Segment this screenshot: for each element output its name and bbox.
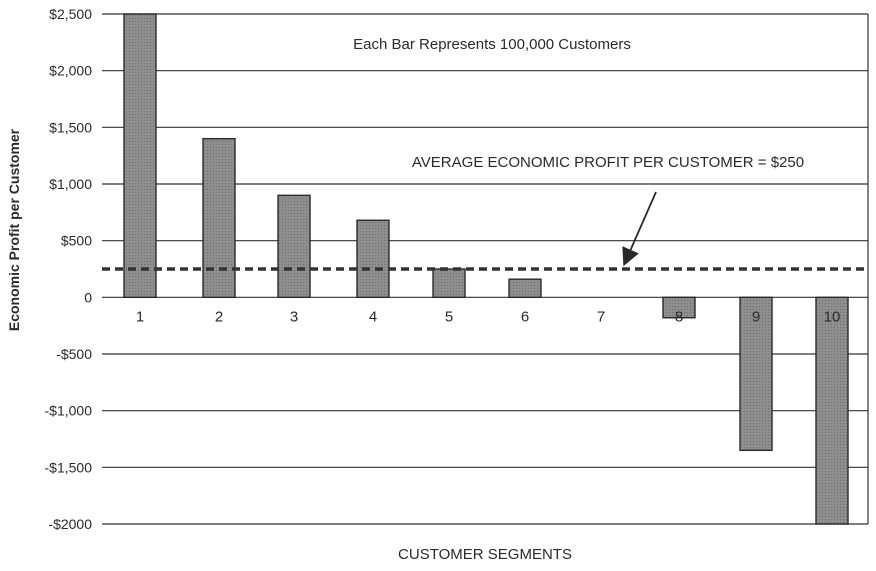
bar-segment-4	[356, 219, 390, 299]
bar-segment-3	[277, 194, 311, 299]
bar-segment-10	[815, 296, 849, 525]
y-tick-label: -$500	[56, 346, 92, 362]
bar-representation-annotation: Each Bar Represents 100,000 Customers	[353, 36, 631, 53]
x-category-label: 8	[675, 309, 683, 326]
y-tick-label: $1,500	[49, 119, 92, 135]
x-category-label: 10	[824, 309, 841, 326]
x-category-label: 6	[521, 309, 529, 326]
bar-segment-6	[508, 278, 542, 299]
x-category-label: 5	[445, 309, 453, 326]
y-tick-labels: $2,500 $2,000 $1,500 $1,000 $500 0 -$500 -$1,00…	[45, 6, 93, 532]
x-axis-title: CUSTOMER SEGMENTS	[398, 546, 572, 563]
bar-segment-5	[432, 268, 466, 299]
y-axis-title: Economic Profit per Customer	[6, 128, 22, 331]
bars	[123, 13, 849, 525]
x-category-label: 3	[290, 309, 298, 326]
x-category-label: 2	[215, 309, 223, 326]
average-profit-annotation: AVERAGE ECONOMIC PROFIT PER CUSTOMER = $…	[412, 154, 804, 171]
x-category-label: 9	[752, 309, 760, 326]
bar-segment-2	[202, 137, 236, 299]
bar-segment-9	[739, 296, 773, 452]
y-tick-label: -$1,000	[45, 403, 93, 419]
category-labels: 1 2 3 4 5 6 7 8 9 10	[136, 309, 841, 326]
average-annotation-arrow	[622, 191, 657, 267]
x-category-label: 4	[369, 309, 377, 326]
y-tick-label: $500	[61, 233, 92, 249]
x-category-label: 1	[136, 309, 144, 326]
y-tick-label: $2,000	[49, 63, 92, 79]
y-tick-label: 0	[84, 289, 92, 305]
x-category-label: 7	[597, 309, 605, 326]
y-tick-label: $2,500	[49, 6, 92, 22]
bar-segment-1	[123, 13, 157, 299]
y-tick-label: -$2000	[48, 516, 92, 532]
y-tick-label: -$1,500	[45, 459, 93, 475]
bar-segment-8	[662, 296, 696, 319]
y-tick-label: $1,000	[49, 176, 92, 192]
